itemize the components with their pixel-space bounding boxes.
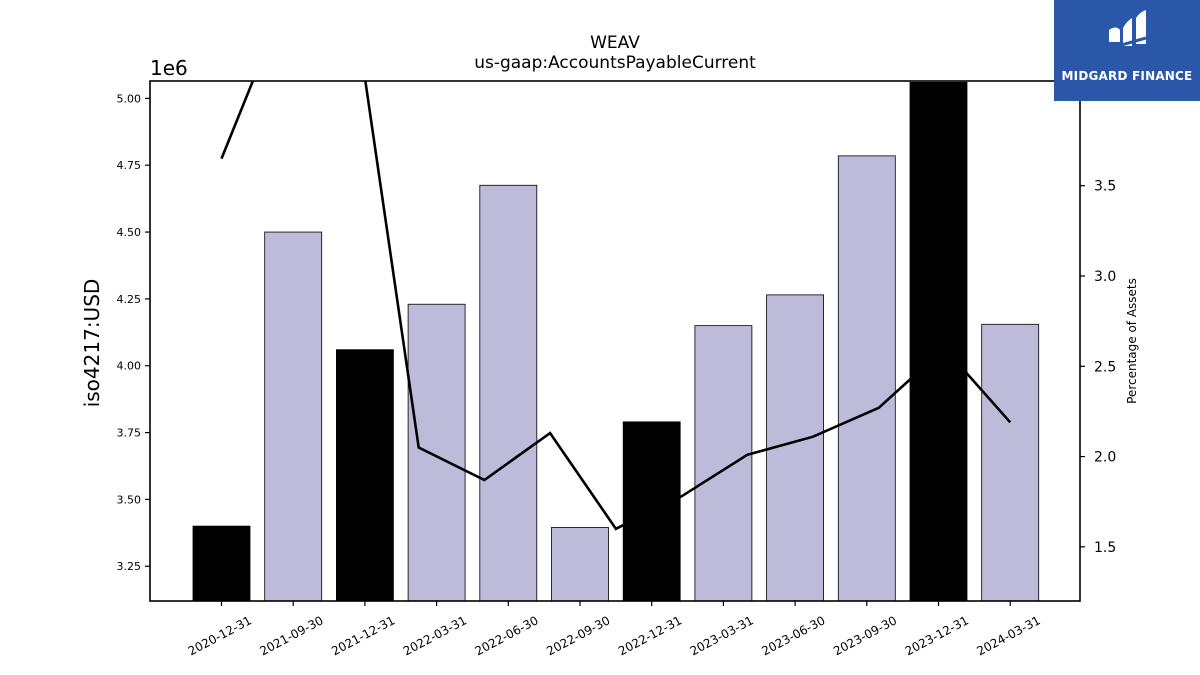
x-tick-label: 2023-06-30 xyxy=(759,613,827,658)
y-axis-label: iso4217:USD xyxy=(80,279,104,408)
x-tick-label: 2024-03-31 xyxy=(974,613,1042,658)
y2-tick-label: 2.5 xyxy=(1094,359,1116,375)
y-tick-label: 4.00 xyxy=(117,360,142,373)
x-tick-label: 2022-06-30 xyxy=(473,613,541,658)
y-tick-label: 3.25 xyxy=(117,560,142,573)
x-axis: 2020-12-31 2021-09-30 2021-12-31 2022-03-31… xyxy=(186,601,1043,658)
x-tick-label: 2020-12-31 xyxy=(186,613,254,658)
y-tick-label: 3.50 xyxy=(117,493,142,506)
x-tick-label: 2023-09-30 xyxy=(831,613,899,658)
x-tick-label: 2023-12-31 xyxy=(903,613,971,658)
y-tick-label: 4.75 xyxy=(117,159,142,172)
x-tick-label: 2022-09-30 xyxy=(544,613,612,658)
x-tick-label: 2022-12-31 xyxy=(616,613,684,658)
bar xyxy=(407,303,466,602)
bar xyxy=(264,231,323,602)
y2-tick-label: 3.5 xyxy=(1094,179,1116,195)
logo: MIDGARD FINANCE xyxy=(1054,0,1200,101)
y-offset-label: 1e6 xyxy=(150,56,188,80)
x-tick-label: 2021-12-31 xyxy=(329,613,397,658)
bar xyxy=(909,81,968,602)
x-tick-label: 2021-09-30 xyxy=(257,613,325,658)
y2-tick-label: 2.0 xyxy=(1094,450,1116,466)
bars-layer xyxy=(192,81,1040,602)
bar xyxy=(837,155,896,602)
bar xyxy=(335,349,394,602)
y2-axis: 1.5 2.0 2.5 3.0 3.5 xyxy=(1080,179,1116,556)
bar xyxy=(479,184,538,602)
x-tick-label: 2023-03-31 xyxy=(688,613,756,658)
line-layer xyxy=(220,81,1012,531)
logo-text: MIDGARD FINANCE xyxy=(1061,69,1193,83)
bar xyxy=(694,325,753,602)
series-line xyxy=(220,81,1012,531)
y-tick-label: 5.00 xyxy=(117,92,142,105)
bar xyxy=(192,525,251,602)
y-tick-label: 3.75 xyxy=(117,427,142,440)
y2-tick-label: 3.0 xyxy=(1094,269,1116,285)
y-axis: 3.25 3.50 3.75 4.00 4.25 4.50 4.75 5.00 xyxy=(117,92,150,573)
bar xyxy=(551,527,609,602)
y-tick-label: 4.50 xyxy=(117,226,142,239)
plot-frame xyxy=(149,80,1081,602)
logo-mark-icon xyxy=(1109,10,1147,50)
chart-subtitle: us-gaap:AccountsPayableCurrent xyxy=(474,53,756,73)
chart-title: WEAV xyxy=(590,33,640,53)
x-tick-label: 2022-03-31 xyxy=(401,613,469,658)
y2-tick-label: 1.5 xyxy=(1094,540,1116,556)
y-tick-label: 4.25 xyxy=(117,293,142,306)
bar xyxy=(981,323,1040,602)
y2-axis-label: Percentage of Assets xyxy=(1125,278,1139,404)
